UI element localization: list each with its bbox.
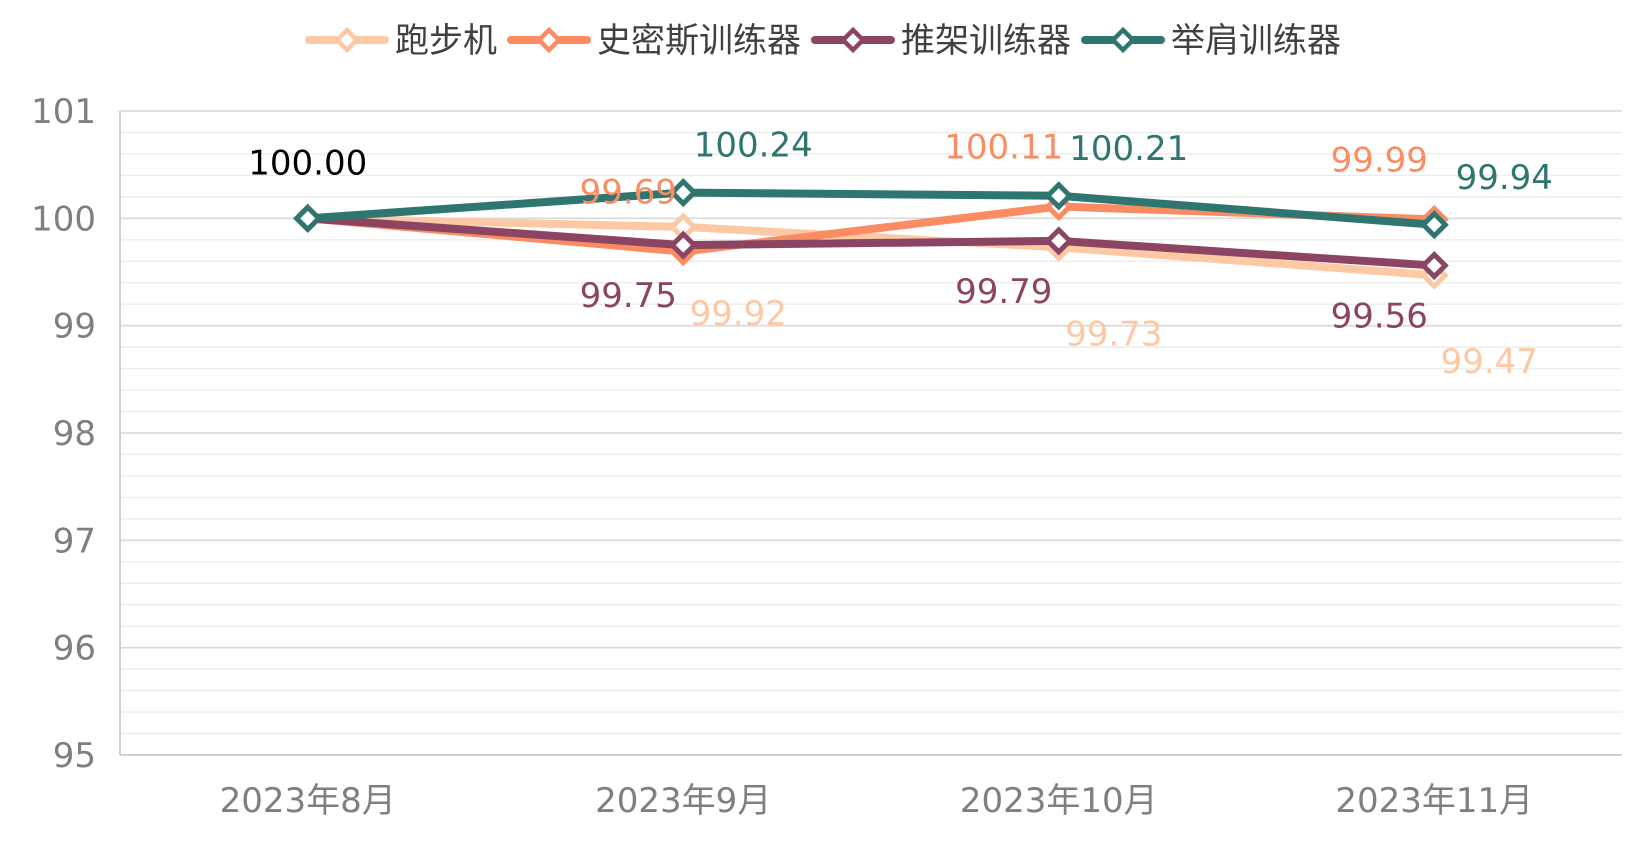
data-label: 100.21 bbox=[1069, 129, 1188, 169]
data-label: 99.69 bbox=[580, 173, 677, 213]
y-tick-label: 95 bbox=[53, 736, 96, 776]
legend-marker bbox=[333, 26, 361, 54]
series-line bbox=[303, 188, 1439, 229]
x-tick-label: 2023年8月 bbox=[220, 781, 396, 821]
data-point-marker bbox=[1044, 181, 1074, 211]
legend-label: 推架训练器 bbox=[901, 21, 1071, 61]
legend-item: 跑步机 bbox=[305, 21, 497, 61]
legend-marker bbox=[1109, 26, 1137, 54]
data-label: 100.24 bbox=[694, 126, 813, 166]
data-label: 100.11 bbox=[944, 128, 1063, 168]
data-label: 99.73 bbox=[1065, 314, 1162, 354]
data-label: 99.94 bbox=[1456, 158, 1553, 198]
data-point-marker bbox=[293, 203, 323, 233]
data-point-marker bbox=[1044, 226, 1074, 256]
axes: 95 96 97 98 99 100 101 2023年8月 2023年9月 2023年10月 20… bbox=[31, 92, 1622, 821]
y-tick-label: 99 bbox=[53, 307, 96, 347]
data-label: 99.79 bbox=[955, 272, 1052, 312]
x-tick-label: 2023年10月 bbox=[960, 781, 1158, 821]
data-point-marker bbox=[1419, 251, 1449, 281]
legend-label: 跑步机 bbox=[395, 21, 497, 61]
data-label: 99.47 bbox=[1441, 342, 1538, 382]
legend-label: 举肩训练器 bbox=[1171, 21, 1341, 61]
x-tick-label: 2023年11月 bbox=[1335, 781, 1533, 821]
y-tick-label: 97 bbox=[53, 521, 96, 561]
legend: 跑步机 史密斯训练器 推架训练器 举肩训练器 bbox=[305, 21, 1341, 61]
legend-item: 推架训练器 bbox=[811, 21, 1071, 61]
data-label: 99.99 bbox=[1331, 140, 1428, 180]
series-lines bbox=[293, 178, 1449, 290]
data-label-start: 100.00 bbox=[248, 143, 367, 183]
gridlines bbox=[120, 110, 1622, 735]
series-line bbox=[303, 214, 1439, 270]
data-point-marker bbox=[668, 178, 698, 208]
y-tick-label: 98 bbox=[53, 414, 96, 454]
y-tick-label: 101 bbox=[31, 92, 96, 132]
data-label: 99.75 bbox=[580, 276, 677, 316]
legend-marker bbox=[535, 26, 563, 54]
data-labels: 99.92 99.73 99.47 99.69 100.11 99.99 99.75 99.7… bbox=[248, 126, 1553, 383]
data-label: 99.92 bbox=[690, 294, 787, 334]
legend-item: 举肩训练器 bbox=[1081, 21, 1341, 61]
data-point-marker bbox=[1419, 210, 1449, 240]
y-tick-label: 96 bbox=[53, 629, 96, 669]
legend-item: 史密斯训练器 bbox=[507, 21, 801, 61]
data-label: 99.56 bbox=[1331, 297, 1428, 337]
legend-label: 史密斯训练器 bbox=[597, 21, 801, 61]
legend-marker bbox=[839, 26, 867, 54]
x-tick-label: 2023年9月 bbox=[595, 781, 771, 821]
y-tick-label: 100 bbox=[31, 199, 96, 239]
series-4 bbox=[293, 178, 1449, 240]
data-point-marker bbox=[668, 230, 698, 260]
series-line bbox=[303, 214, 1439, 280]
